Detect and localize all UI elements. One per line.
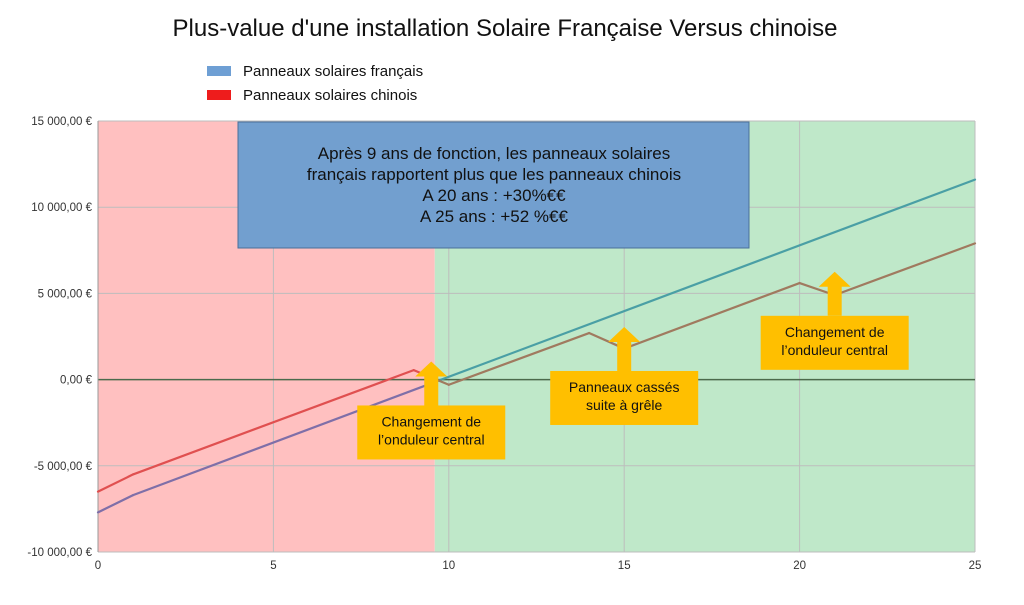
- callout-2: Panneaux cassés suite à grêle: [550, 326, 699, 425]
- x-tick-label: 5: [270, 560, 276, 572]
- series-2-segment: [96, 473, 135, 493]
- series-1: [96, 178, 977, 514]
- y-tick-label: -5 000,00 €: [34, 461, 93, 473]
- y-tick-label: 0,00 €: [60, 375, 93, 387]
- y-tick-label: 5 000,00 €: [38, 288, 93, 300]
- series-1-segment: [433, 178, 977, 384]
- x-tick-label: 15: [618, 560, 631, 572]
- callout-3: Changement de l’onduleur central: [760, 271, 909, 370]
- x-tick-label: 0: [95, 560, 101, 572]
- grid: [97, 120, 976, 553]
- callout-text: Changement de: [785, 324, 885, 340]
- legend-swatch-2: [207, 90, 231, 100]
- callout-arrow: [818, 271, 851, 316]
- legend-label-1: Panneaux solaires français: [243, 63, 423, 80]
- callout-box: [357, 405, 506, 460]
- x-tick-label: 25: [969, 560, 982, 572]
- series-1-segment: [131, 380, 436, 497]
- callouts: Changement de l’onduleur central Panneaux …: [357, 271, 909, 460]
- callout-arrow: [415, 361, 448, 406]
- callout-1: Changement de l’onduleur central: [357, 361, 506, 460]
- info-box-line: Après 9 ans de fonction, les panneaux so…: [318, 144, 671, 163]
- callout-text: suite à grêle: [586, 397, 662, 413]
- y-tick-label: 15 000,00 €: [31, 116, 92, 128]
- series-1-segment: [96, 494, 135, 514]
- info-box: Après 9 ans de fonction, les panneaux so…: [237, 121, 750, 249]
- callout-text: Changement de: [381, 413, 481, 429]
- info-box-line: A 25 ans : +52 %€€: [420, 207, 568, 226]
- y-tick-label: 10 000,00 €: [31, 202, 92, 214]
- callout-text: l’onduleur central: [781, 342, 888, 358]
- info-box-line: A 20 ans : +30%€€: [422, 186, 566, 205]
- callout-text: l’onduleur central: [378, 431, 485, 447]
- legend-swatch-1: [207, 66, 231, 76]
- series-2-segment: [131, 369, 415, 476]
- chart-title: Plus-value d'une installation Solaire Fr…: [173, 15, 838, 42]
- series-lines: [96, 178, 977, 514]
- series-2-segment: [833, 242, 977, 297]
- series-2-segment: [447, 331, 591, 386]
- legend-label-2: Panneaux solaires chinois: [243, 87, 417, 104]
- y-tick-label: -10 000,00 €: [27, 547, 92, 559]
- x-tick-label: 20: [793, 560, 806, 572]
- callout-arrow: [608, 326, 641, 371]
- callout-box: [760, 315, 909, 370]
- x-tick-label: 10: [442, 560, 455, 572]
- callout-box: [550, 370, 699, 425]
- info-box-background: [237, 121, 750, 249]
- callout-text: Panneaux cassés: [569, 379, 680, 395]
- series-2-segment: [623, 281, 801, 350]
- axis-tick-labels: 15 000,00 € 10 000,00 € 5 000,00 € 0,00 € -5…: [27, 116, 981, 572]
- info-box-line: français rapportent plus que les panneau…: [307, 165, 681, 184]
- legend: Panneaux solaires français Panneaux solai…: [207, 63, 423, 104]
